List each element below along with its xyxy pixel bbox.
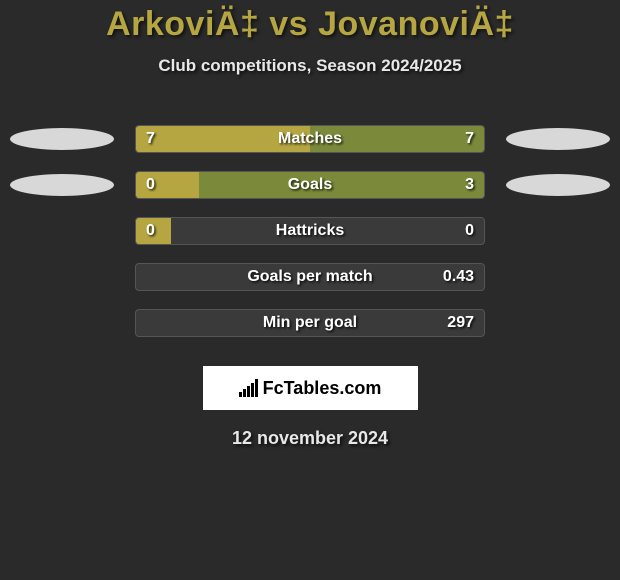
stat-label: Goals <box>288 176 332 194</box>
stat-bar: 0 0 Hattricks <box>135 217 485 245</box>
brand-text: FcTables.com <box>263 378 382 399</box>
brand-box[interactable]: FcTables.com <box>203 366 418 410</box>
stat-label: Goals per match <box>247 268 372 286</box>
stat-label: Matches <box>278 130 342 148</box>
stat-bar: 7 7 Matches <box>135 125 485 153</box>
page-title: ArkoviÄ‡ vs JovanoviÄ‡ <box>0 5 620 44</box>
stat-label: Hattricks <box>276 222 344 240</box>
player-ellipse-right <box>506 174 610 196</box>
stat-value-right: 297 <box>447 314 474 332</box>
bar-chart-icon <box>239 379 261 397</box>
stat-value-right: 0.43 <box>443 268 474 286</box>
date-label: 12 november 2024 <box>0 428 620 449</box>
player-ellipse-right <box>506 128 610 150</box>
stat-row: 0 0 Hattricks <box>0 208 620 254</box>
stat-value-right: 7 <box>465 130 474 148</box>
stat-rows: 7 7 Matches 0 3 Goals 0 0 Hattricks 0.43 Goals per… <box>0 116 620 346</box>
page-subtitle: Club competitions, Season 2024/2025 <box>0 56 620 76</box>
stat-bar: 297 Min per goal <box>135 309 485 337</box>
stat-row: 7 7 Matches <box>0 116 620 162</box>
stat-row: 0 3 Goals <box>0 162 620 208</box>
bar-fill-right <box>199 172 484 198</box>
player-ellipse-left <box>10 174 114 196</box>
stat-value-left: 7 <box>146 130 155 148</box>
stat-value-right: 3 <box>465 176 474 194</box>
stat-value-left: 0 <box>146 176 155 194</box>
stat-value-left: 0 <box>146 222 155 240</box>
stat-row: 0.43 Goals per match <box>0 254 620 300</box>
comparison-widget: ArkoviÄ‡ vs JovanoviÄ‡ Club competitions… <box>0 0 620 449</box>
stat-label: Min per goal <box>263 314 357 332</box>
stat-value-right: 0 <box>465 222 474 240</box>
stat-bar: 0.43 Goals per match <box>135 263 485 291</box>
stat-bar: 0 3 Goals <box>135 171 485 199</box>
player-ellipse-left <box>10 128 114 150</box>
stat-row: 297 Min per goal <box>0 300 620 346</box>
